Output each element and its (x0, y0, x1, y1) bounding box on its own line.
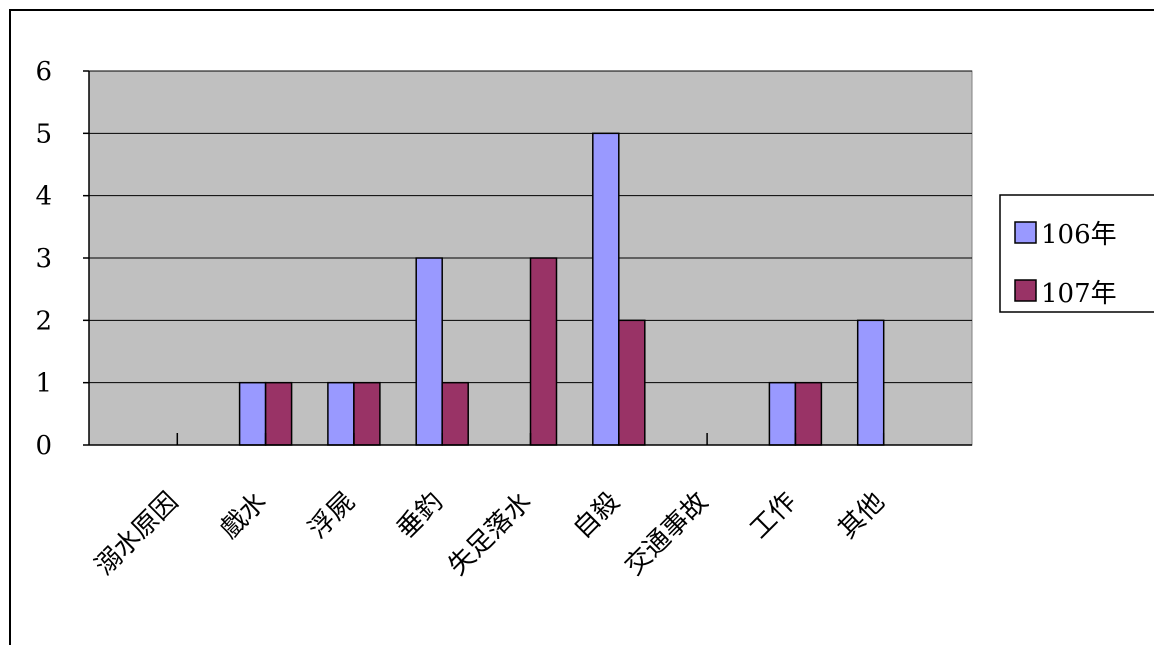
legend-swatch-107 (1014, 279, 1037, 302)
y-tick-label: 2 (35, 306, 52, 336)
bar-107-5 (618, 319, 646, 446)
y-tick-label: 6 (35, 57, 52, 87)
x-axis-ticks (83, 70, 885, 446)
legend-swatch-106 (1014, 221, 1037, 244)
legend-label-107: 107年 (1041, 279, 1117, 309)
bar-106-8 (856, 319, 885, 446)
bar-106-3 (415, 257, 443, 446)
bar-107-2 (353, 381, 381, 446)
y-tick-label: 3 (35, 244, 52, 274)
bar-106-1 (238, 381, 267, 446)
bar-107-1 (264, 381, 293, 446)
bar-106-2 (327, 381, 355, 446)
bar-106-7 (768, 381, 797, 446)
y-tick-label: 1 (35, 369, 52, 399)
bar-107-4 (529, 257, 558, 446)
legend-label-106: 106年 (1041, 220, 1117, 250)
bar-106-5 (592, 132, 620, 446)
y-tick-label: 0 (35, 431, 52, 461)
bar-107-3 (441, 381, 469, 446)
y-axis-ticks: 0 1 2 3 4 5 6 (35, 57, 52, 461)
y-tick-label: 5 (35, 119, 52, 149)
legend: 106年 107年 (999, 194, 1154, 313)
bar-107-7 (794, 381, 823, 446)
y-tick-label: 4 (35, 182, 52, 212)
